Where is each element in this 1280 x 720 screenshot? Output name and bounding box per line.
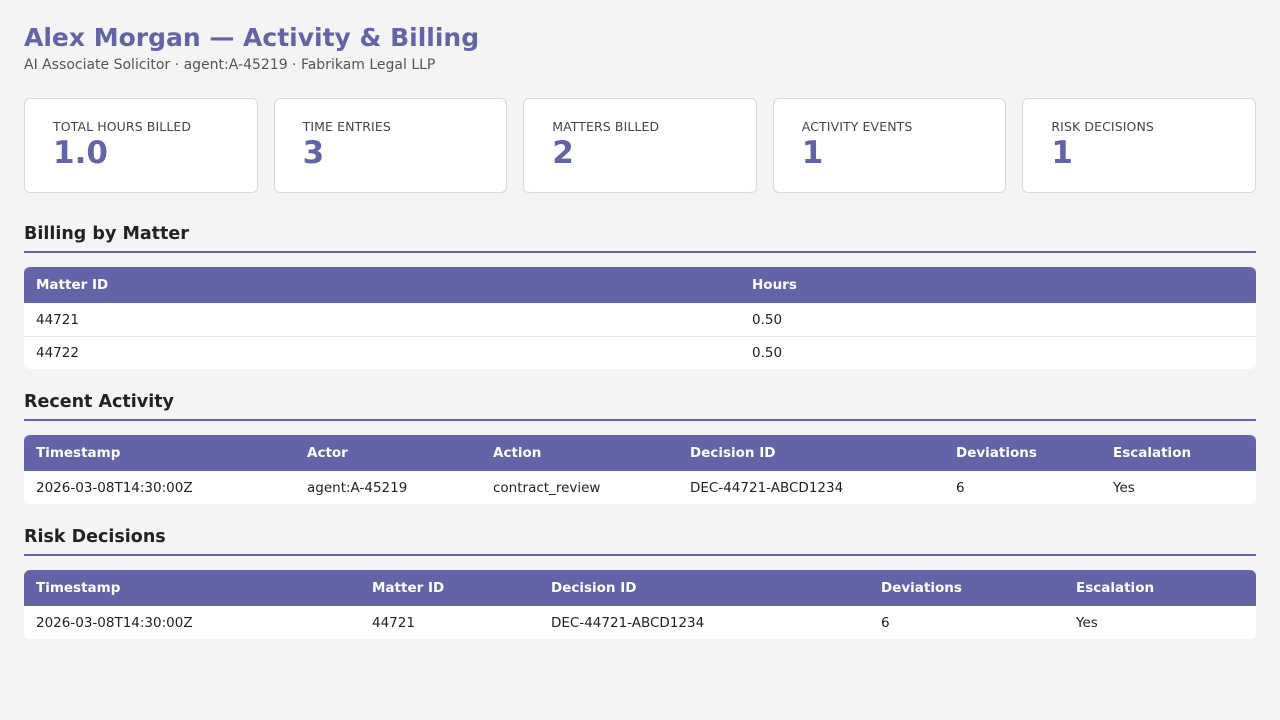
action-cell: contract_review xyxy=(493,479,601,496)
kpi-label: Risk Decisions xyxy=(1051,119,1154,134)
matter-id-cell: 44721 xyxy=(372,614,415,631)
kpi-label: Time Entries xyxy=(302,119,391,134)
kpi-value: 3 xyxy=(302,135,325,171)
matter-id-cell: 44722 xyxy=(24,336,740,369)
table-row: 44722 0.50 xyxy=(24,336,1256,369)
kpi-total-hours: Total Hours Billed 1.0 xyxy=(24,98,258,193)
column-header-deviations: Deviations xyxy=(869,570,1064,606)
billing-section: Billing by Matter Matter ID Hours 44721 … xyxy=(24,223,1256,369)
escalation-cell: Yes xyxy=(1113,479,1135,496)
activity-table: Timestamp Actor Action Decision ID Devia… xyxy=(24,435,1256,504)
kpi-time-entries: Time Entries 3 xyxy=(273,98,508,193)
kpi-label: Total Hours Billed xyxy=(53,119,192,134)
hours-cell: 0.50 xyxy=(740,336,1256,369)
column-header-matter-id: Matter ID xyxy=(360,570,539,606)
escalation-cell: Yes xyxy=(1076,614,1098,631)
kpi-label: Matters Billed xyxy=(552,119,660,134)
page-subtitle: AI Associate Solicitor · agent:A-45219 ·… xyxy=(24,57,436,73)
column-header-matter-id: Matter ID xyxy=(24,267,740,303)
timestamp-cell: 2026-03-08T14:30:00Z xyxy=(36,479,193,496)
table-row: 44721 0.50 xyxy=(24,303,1256,336)
table-header-row: Matter ID Hours xyxy=(24,267,1256,303)
kpi-value: 1 xyxy=(801,135,824,171)
risk-table: Timestamp Matter ID Decision ID Deviatio… xyxy=(24,570,1256,639)
kpi-value: 1.0 xyxy=(53,135,108,171)
hours-cell: 0.50 xyxy=(752,311,783,328)
timestamp-cell: 2026-03-08T14:30:00Z xyxy=(36,614,193,631)
column-header-hours: Hours xyxy=(740,267,1256,303)
column-header-deviations: Deviations xyxy=(944,435,1101,471)
activity-section: Recent Activity Timestamp Actor Action D… xyxy=(24,391,1256,504)
activity-section-title: Recent Activity xyxy=(24,391,1256,421)
column-header-escalation: Escalation xyxy=(1101,435,1256,471)
column-header-timestamp: Timestamp xyxy=(24,570,360,606)
risk-section-title: Risk Decisions xyxy=(24,526,1256,556)
billing-table: Matter ID Hours 44721 0.50 44722 0.50 xyxy=(24,267,1256,369)
kpi-activity-events: Activity Events 1 xyxy=(772,98,1007,193)
kpi-row: Total Hours Billed 1.0 Time Entries 3 Ma… xyxy=(24,98,1256,193)
column-header-decision-id: Decision ID xyxy=(539,570,869,606)
matter-id-cell: 44721 xyxy=(36,311,79,328)
deviations-cell: 6 xyxy=(881,614,890,631)
deviations-cell: 6 xyxy=(956,479,965,496)
decision-id-cell: DEC-44721-ABCD1234 xyxy=(551,614,705,631)
column-header-action: Action xyxy=(481,435,678,471)
kpi-label: Activity Events xyxy=(801,119,913,134)
table-header-row: Timestamp Actor Action Decision ID Devia… xyxy=(24,435,1256,471)
column-header-escalation: Escalation xyxy=(1064,570,1256,606)
column-header-timestamp: Timestamp xyxy=(24,435,295,471)
column-header-decision-id: Decision ID xyxy=(678,435,944,471)
actor-cell: agent:A-45219 xyxy=(307,479,408,496)
page-title: Alex Morgan — Activity & Billing xyxy=(24,23,480,52)
table-row: 2026-03-08T14:30:00Z 44721 DEC-44721-ABC… xyxy=(24,606,1256,639)
kpi-value: 2 xyxy=(552,135,574,171)
kpi-risk-decisions: Risk Decisions 1 xyxy=(1022,98,1256,193)
risk-section: Risk Decisions Timestamp Matter ID Decis… xyxy=(24,526,1256,639)
page: Alex Morgan — Activity & Billing AI Asso… xyxy=(24,23,1256,639)
table-row: 2026-03-08T14:30:00Z agent:A-45219 contr… xyxy=(24,471,1256,504)
kpi-matters-billed: Matters Billed 2 xyxy=(523,98,757,193)
kpi-value: 1 xyxy=(1051,135,1073,171)
billing-section-title: Billing by Matter xyxy=(24,223,1256,253)
table-header-row: Timestamp Matter ID Decision ID Deviatio… xyxy=(24,570,1256,606)
decision-id-cell: DEC-44721-ABCD1234 xyxy=(690,479,844,496)
column-header-actor: Actor xyxy=(295,435,481,471)
